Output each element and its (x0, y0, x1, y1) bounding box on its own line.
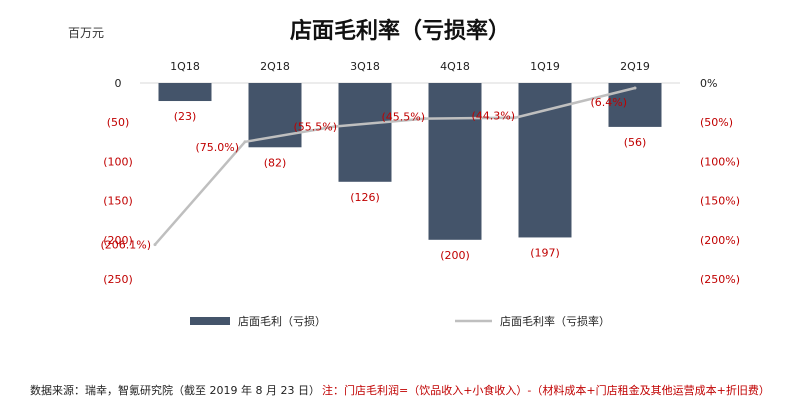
category-labels: 1Q18 2Q18 3Q18 4Q18 1Q19 2Q19 (170, 60, 650, 73)
bar-data-label: (197) (530, 246, 560, 259)
line-data-label: (45.5%) (381, 111, 425, 124)
line-data-label: (44.3%) (471, 110, 515, 123)
line-data-label: (206.1%) (100, 239, 151, 252)
left-axis-tick-label: (200) (103, 234, 133, 247)
right-axis-tick-label: (200%) (700, 234, 740, 247)
category-label: 1Q18 (170, 60, 200, 73)
bar-data-label: (56) (624, 136, 647, 149)
left-axis-tick-label: (250) (103, 273, 133, 286)
category-label: 2Q19 (620, 60, 650, 73)
legend-line-label: 店面毛利率（亏损率） (500, 314, 610, 328)
right-axis-tick-label: (50%) (700, 116, 733, 129)
bar (608, 83, 662, 127)
left-axis-tick-label: (50) (107, 116, 130, 129)
category-label: 4Q18 (440, 60, 470, 73)
left-axis-tick-label: (150) (103, 195, 133, 208)
bar (428, 83, 482, 240)
category-label: 3Q18 (350, 60, 380, 73)
left-axis: 0 (50) (100) (150) (200) (250) (103, 77, 133, 286)
category-label: 2Q18 (260, 60, 290, 73)
left-axis-tick-label: (100) (103, 155, 133, 168)
bar-series (158, 83, 662, 240)
bar-data-labels: (23) (82) (126) (200) (197) (56) (174, 110, 647, 262)
right-axis-tick-label: (100%) (700, 155, 740, 168)
line-point (333, 125, 337, 129)
right-axis: 0% (50%) (100%) (150%) (200%) (250%) (700, 77, 740, 286)
line-point (633, 86, 637, 90)
bar-data-label: (126) (350, 191, 380, 204)
right-axis-tick-label: (150%) (700, 195, 740, 208)
bar (158, 83, 212, 102)
source-text: 数据来源：瑞幸，智氪研究院（截至 2019 年 8 月 23 日） (30, 383, 320, 397)
legend: 店面毛利（亏损） 店面毛利率（亏损率） (190, 314, 610, 328)
line-point (153, 243, 157, 247)
left-axis-tick-label: 0 (115, 77, 122, 90)
line-series-path (154, 86, 636, 246)
right-axis-tick-label: (250%) (700, 273, 740, 286)
legend-bar-label: 店面毛利（亏损） (238, 314, 326, 328)
line-point (243, 140, 247, 144)
note-text: 注：门店毛利润=（饮品收入+小食收入）-（材料成本+门店租金及其他运营成本+折旧… (322, 383, 770, 397)
line-data-label: (6.4%) (590, 96, 627, 109)
bar-data-label: (23) (174, 110, 197, 123)
chart-title: 店面毛利率（亏损率） (290, 18, 510, 44)
line-data-label: (75.0%) (195, 141, 239, 154)
line-series (153, 86, 637, 247)
line-point (513, 116, 517, 120)
line-point (423, 117, 427, 121)
bar (518, 83, 572, 238)
bar (338, 83, 392, 182)
legend-bar-swatch (190, 317, 230, 325)
category-label: 1Q19 (530, 60, 560, 73)
unit-label: 百万元 (68, 26, 104, 40)
line-data-label: (55.5%) (293, 121, 337, 134)
right-axis-tick-label: 0% (700, 77, 717, 90)
line-data-labels: (206.1%) (75.0%) (55.5%) (45.5%) (44.3%) (6.4… (100, 96, 627, 252)
bar-data-label: (82) (264, 156, 287, 169)
bar-data-label: (200) (440, 249, 470, 262)
